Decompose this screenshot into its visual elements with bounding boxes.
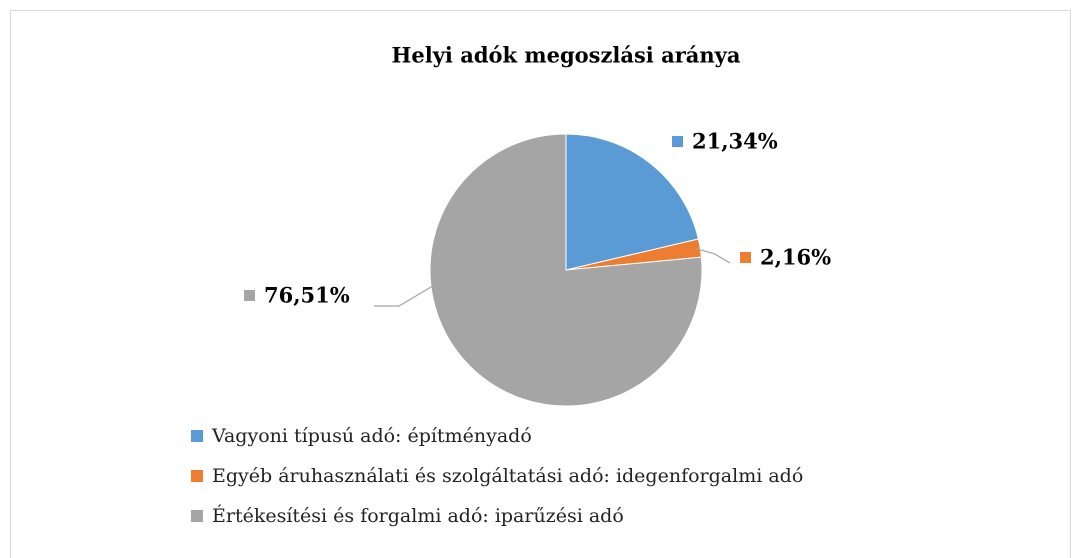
chart-title: Helyi adók megoszlási aránya (392, 43, 741, 68)
legend-label: Vagyoni típusú adó: építményadó (211, 425, 532, 447)
legend-marker (191, 470, 203, 482)
legend-label: Értékesítési és forgalmi adó: iparűzési … (212, 504, 624, 527)
label-marker (672, 136, 683, 147)
pie-slice (429, 133, 703, 407)
data-label: 2,16% (760, 245, 831, 270)
legend-marker (191, 430, 203, 442)
pie-slice (565, 133, 700, 271)
label-marker (740, 252, 751, 263)
data-label: 76,51% (264, 283, 350, 308)
leader-line (696, 248, 731, 264)
data-label: 21,34% (692, 129, 778, 154)
legend-marker (191, 510, 203, 522)
legend-label: Egyéb áruhasználati és szolgáltatási adó… (212, 465, 803, 487)
label-marker (244, 290, 255, 301)
leader-line (374, 279, 443, 307)
